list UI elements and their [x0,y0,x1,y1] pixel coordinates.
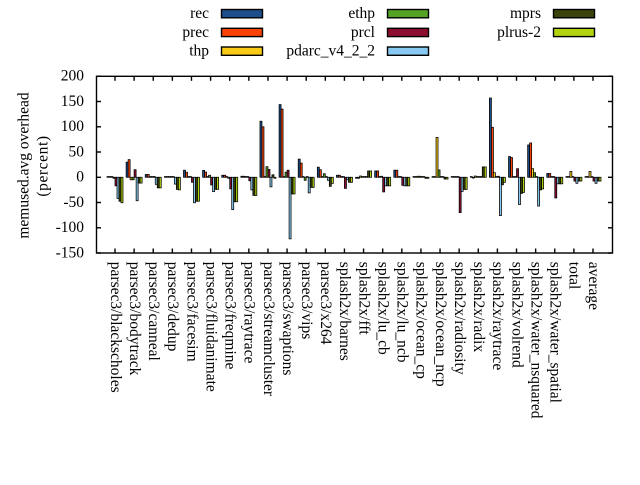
svg-text:mprs: mprs [510,5,541,22]
svg-text:50: 50 [69,143,85,160]
svg-text:parsec3/facesim: parsec3/facesim [183,262,200,362]
svg-text:0: 0 [76,169,84,186]
svg-text:-50: -50 [63,194,84,211]
svg-text:200: 200 [61,68,85,85]
svg-text:ethp: ethp [348,5,375,22]
svg-text:parsec3/x264: parsec3/x264 [317,262,334,345]
svg-text:splash2x/raytrace: splash2x/raytrace [489,262,506,371]
svg-text:splash2x/radiosity: splash2x/radiosity [451,262,468,375]
svg-text:splash2x/ocean_cp: splash2x/ocean_cp [413,262,430,379]
svg-text:parsec3/fluidanimate: parsec3/fluidanimate [202,262,219,392]
svg-text:parsec3/bodytrack: parsec3/bodytrack [126,262,143,376]
svg-text:splash2x/radix: splash2x/radix [470,262,487,353]
svg-text:parsec3/canneal: parsec3/canneal [145,262,162,361]
svg-text:splash2x/barnes: splash2x/barnes [336,262,353,361]
svg-text:parsec3/blackscholes: parsec3/blackscholes [107,262,124,393]
svg-text:parsec3/freqmine: parsec3/freqmine [222,262,239,370]
svg-text:-150: -150 [56,244,85,261]
svg-text:average: average [585,262,602,310]
svg-text:rec: rec [190,5,209,22]
svg-text:total: total [566,262,583,290]
svg-text:thp: thp [189,43,209,60]
svg-text:pdarc_v4_2_2: pdarc_v4_2_2 [286,43,375,60]
svg-text:parsec3/raytrace: parsec3/raytrace [241,262,258,364]
svg-text:splash2x/fft: splash2x/fft [355,262,372,336]
svg-text:prec: prec [182,24,209,41]
svg-text:parsec3/vips: parsec3/vips [298,262,315,339]
svg-text:splash2x/ocean_ncp: splash2x/ocean_ncp [432,262,449,387]
svg-text:splash2x/volrend: splash2x/volrend [508,262,525,368]
svg-text:prcl: prcl [351,24,375,41]
svg-text:splash2x/water_nsquared: splash2x/water_nsquared [527,262,544,419]
svg-text:150: 150 [61,93,85,110]
svg-text:splash2x/lu_ncb: splash2x/lu_ncb [394,262,411,363]
svg-text:parsec3/swaptions: parsec3/swaptions [279,262,296,376]
svg-text:100: 100 [61,118,85,135]
svg-text:plrus-2: plrus-2 [497,24,541,41]
svg-text:-100: -100 [56,219,85,236]
svg-text:memused.avg overhead: memused.avg overhead [16,92,33,239]
svg-text:parsec3/streamcluster: parsec3/streamcluster [260,262,277,397]
svg-text:(percent): (percent) [35,135,52,196]
svg-text:splash2x/water_spatial: splash2x/water_spatial [547,262,564,403]
svg-text:parsec3/dedup: parsec3/dedup [164,262,181,352]
svg-text:splash2x/lu_cb: splash2x/lu_cb [374,262,391,355]
